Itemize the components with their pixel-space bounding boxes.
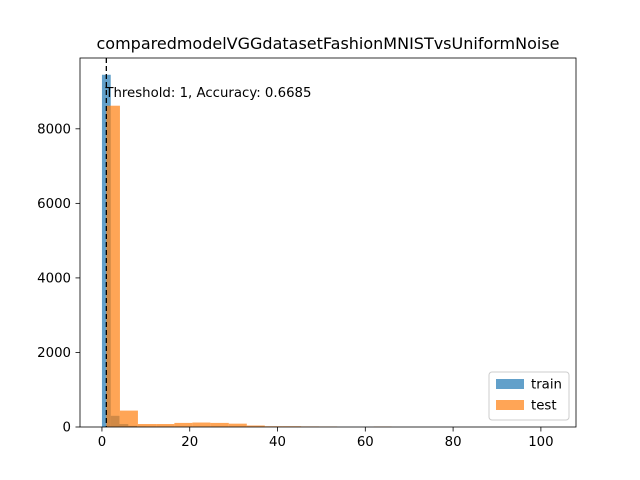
train-legend-swatch	[496, 379, 524, 389]
test-bar	[246, 425, 265, 427]
y-tick-label: 4000	[37, 272, 71, 287]
test-bar	[228, 423, 247, 427]
test-bar	[119, 410, 138, 427]
test-bar	[174, 422, 193, 427]
test-legend-swatch	[496, 400, 524, 410]
test-bar	[106, 105, 120, 428]
axes-layer: 0 20 40 60 80 100 0 2000 4000 6000 8000	[37, 57, 577, 450]
train-legend-label: train	[531, 378, 562, 393]
threshold-annotation: Threshold: 1, Accuracy: 0.6685	[104, 86, 311, 101]
plot-frame	[79, 57, 577, 428]
test-bar	[156, 424, 175, 427]
legend: train test	[488, 371, 570, 421]
test-bar	[192, 422, 211, 427]
y-tick-label: 2000	[37, 346, 71, 361]
x-tick-label: 60	[357, 435, 374, 450]
test-bar	[210, 422, 229, 427]
y-tick-label: 0	[63, 421, 71, 436]
test-bar	[137, 424, 157, 427]
test-legend-label: test	[531, 399, 557, 414]
x-tick-label: 40	[269, 435, 286, 450]
chart-title: comparedmodelVGGdatasetFashionMNISTvsUni…	[96, 34, 559, 53]
x-tick-label: 100	[528, 435, 553, 450]
y-tick-label: 8000	[37, 123, 71, 138]
x-tick-label: 80	[445, 435, 462, 450]
x-tick-label: 0	[98, 435, 106, 450]
y-tick-label: 6000	[37, 197, 71, 212]
x-tick-label: 20	[181, 435, 198, 450]
